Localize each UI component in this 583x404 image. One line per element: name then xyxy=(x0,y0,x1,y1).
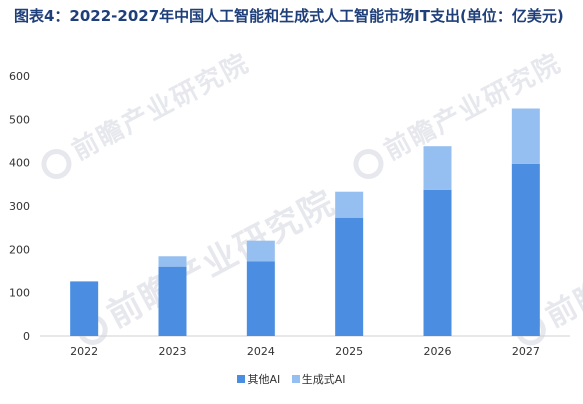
legend-label: 其他AI xyxy=(247,373,281,386)
bar-generative-ai-2023 xyxy=(158,256,187,267)
bar-other-ai-2026 xyxy=(423,189,452,336)
legend-item-other-ai: 其他AI xyxy=(237,371,280,387)
legend-label: 生成式AI xyxy=(301,373,346,386)
y-axis: 0 100 200 300 400 500 600 xyxy=(9,70,30,343)
x-tick-label: 2024 xyxy=(247,345,275,358)
x-tick-label: 2023 xyxy=(159,345,187,358)
y-tick-label: 300 xyxy=(9,200,30,213)
bar-generative-ai-2024 xyxy=(246,240,275,262)
y-tick-label: 200 xyxy=(9,243,30,256)
chart-title: 图表4：2022-2027年中国人工智能和生成式人工智能市场IT支出(单位：亿美… xyxy=(14,7,564,25)
legend-item-generative-ai: 生成式AI xyxy=(291,371,346,387)
bar-generative-ai-2027 xyxy=(511,108,540,164)
bar-other-ai-2022 xyxy=(70,281,99,336)
legend: 其他AI 生成式AI xyxy=(0,371,583,387)
y-tick-label: 500 xyxy=(9,113,30,126)
bar-other-ai-2023 xyxy=(158,266,187,336)
y-tick-label: 0 xyxy=(23,330,30,343)
legend-swatch xyxy=(291,375,300,383)
bar-generative-ai-2025 xyxy=(335,191,364,218)
y-tick-label: 600 xyxy=(9,70,30,83)
x-tick-label: 2026 xyxy=(424,345,452,358)
legend-swatch xyxy=(237,375,246,383)
y-tick-label: 400 xyxy=(9,157,30,170)
bar-other-ai-2027 xyxy=(511,163,540,336)
y-tick-label: 100 xyxy=(9,287,30,300)
x-tick-label: 2027 xyxy=(512,345,540,358)
x-tick-label: 2022 xyxy=(70,345,98,358)
bars-group xyxy=(70,108,540,336)
x-tick-label: 2025 xyxy=(335,345,363,358)
bar-generative-ai-2026 xyxy=(423,146,452,190)
x-axis: 2022 2023 2024 2025 2026 2027 xyxy=(70,345,540,358)
bar-other-ai-2024 xyxy=(246,261,275,336)
bar-other-ai-2025 xyxy=(335,217,364,336)
